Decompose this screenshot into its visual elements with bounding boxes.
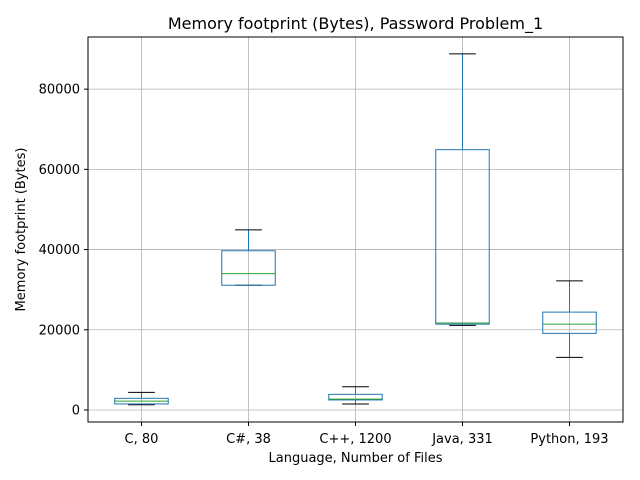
box-group [542,280,597,358]
tick-layer: 0 20000 40000 60000 80000 C, 80 C#, 38 C++, 120… [39,83,609,447]
y-tick-label: 40000 [39,243,80,258]
chart-title: Memory footprint (Bytes), Password Probl… [168,14,543,34]
iqr-box [221,250,276,286]
grid-layer [88,37,623,422]
y-tick-label: 80000 [39,83,80,98]
x-tick-label: C, 80 [125,432,159,447]
y-tick-label: 0 [72,403,80,418]
x-tick-label: C++, 1200 [319,432,391,447]
box-layer [114,53,597,406]
y-axis-label: Memory footprint (Bytes) [14,148,29,312]
x-tick-label: C#, 38 [226,432,271,447]
box-group [435,53,490,326]
iqr-box [435,149,490,325]
x-tick-label: Python, 193 [530,432,608,447]
iqr-box [542,311,597,334]
y-tick-label: 60000 [39,163,80,178]
x-axis-label: Language, Number of Files [269,451,443,466]
box-group [221,229,276,286]
iqr-box [328,393,383,401]
box-group [114,391,169,406]
x-tick-label: Java, 331 [431,432,493,447]
y-tick-label: 20000 [39,323,80,338]
box-group [328,386,383,405]
